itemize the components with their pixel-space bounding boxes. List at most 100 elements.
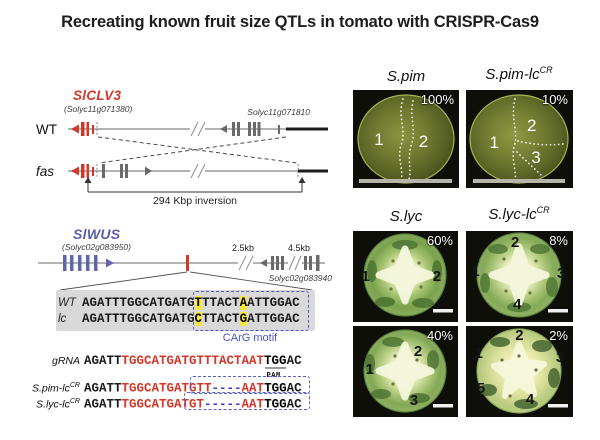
locule-cavities [367,240,442,308]
sequence-row-label: gRNA [51,355,80,367]
locule-number: 3 [556,264,566,282]
carg-motif-box [193,291,309,331]
wus-exons [63,255,114,271]
panel-header-spim-lc: S.pim-lcCR [485,65,553,83]
lyc-edit-sequence-row: S.lyc-lcCR AGATTTGGCATGATGT-----AATTGGAC [28,394,302,412]
scale-bar [433,309,453,313]
sequence-text: AGATTTGGCATGATGTTTACTAATTGGAC [82,296,300,310]
locule-cavities [479,337,560,409]
clv3-gene-label: SlCLV3 [73,88,122,103]
placenta-star [488,243,550,307]
septum-dotted-lines [398,98,415,181]
fas-track [68,163,328,179]
locule-number: 2 [515,326,524,344]
inversion-bracket [84,177,306,193]
sequence-row-label: lc [58,313,67,325]
panel-percentage: 40% [426,328,453,343]
fruit-cross-section [363,329,453,413]
clv3-exon-arrow [71,124,79,134]
sequence-text: AGATTTGGCATGATGTTTACTAATTGG PAM AC [84,354,302,380]
locule-number: 3 [531,147,541,167]
locule-number: 4 [513,295,522,313]
alignment-row-wt: WT AGATTTGGCATGATGTTTACTAATTGGAC [58,294,300,310]
fruit-photo-slyc-60: 60% 1 2 [353,231,458,322]
wus-neighbor-gene-id: Solyc02g083940 [268,273,332,283]
placenta-star [375,245,435,305]
locule-number: 4 [525,390,535,408]
locule-cavities [365,337,439,403]
pim-deletion-box [190,376,310,394]
locule-number: 1 [489,133,499,153]
sequence-row-label: S.lyc-lcCR [36,398,80,411]
wus-gene-label: SlWUS [73,226,121,242]
locule-number: 2 [413,343,423,361]
fruit-photo-slyc-40: 40% 2 1 3 [353,326,458,417]
alignment-background-box [56,290,315,331]
seeds [389,259,423,291]
panel-percentage: 100% [420,92,454,107]
placenta-star [491,341,547,399]
pam-underline [265,366,287,369]
panel-percentage: 2% [549,328,568,343]
locule-number: 2 [432,268,442,286]
scale-bar [359,179,452,183]
locule-number: 3 [409,392,419,410]
neighbor-gene-exons [220,122,280,136]
locule-number: 3 [555,348,565,366]
locule-number: 2 [510,233,520,251]
distance-label-2-5kb: 2.5kb [232,243,255,253]
sequence-text: AGATTTGGCATGATGCTTACTGATTGGAC [82,312,300,326]
scale-bar [548,309,568,313]
sequence-row-label: S.pim-lcCR [31,382,80,395]
sequence-row-label: WT [58,297,76,309]
panel-percentage: 8% [549,233,568,248]
zoom-expansion-lines [59,271,313,291]
panel-header-slyc: S.lyc [389,208,423,225]
inversion-label: 294 Kbp inversion [152,195,238,207]
wt-allele-label: WT [36,122,57,137]
locule-number: 1 [365,361,374,379]
figure-title: Recreating known fruit size QTLs in toma… [61,13,539,31]
sequence-text: AGATTTGGCATGATGT-----AATTGGAC [84,397,302,412]
grna-sequence-row: gRNA AGATTTGGCATGATGTTTACTAATTGG PAM AC [28,352,302,380]
fruit-cross-section [476,232,568,318]
locule-number: 2 [418,132,429,152]
locule-number: 1 [474,345,483,363]
crispr-target-site-tick [186,255,189,271]
panel-percentage: 60% [426,233,453,248]
fruit-cross-section [476,328,568,414]
seeds [502,257,538,295]
panel-header-slyc-lc: S.lyc-lcCR [488,205,550,223]
panel-percentage: 10% [541,92,568,107]
seeds [391,354,419,386]
locule-number: 1 [361,268,370,286]
scale-bar [548,404,568,408]
seeds [500,354,538,398]
fruit-photo-spim-lc: 10% 1 2 3 [466,90,573,188]
clv3-gene-id: (Solyc11g071380) [64,104,133,114]
placenta-star [375,341,435,401]
clv3-locus-diagram [68,121,328,193]
panel-header-spim: S.pim [386,68,426,85]
fruit-photo-spim: 100% 1 2 [353,90,459,188]
wus-neighbor-exons [260,255,320,271]
wus-locus-diagram [38,255,325,291]
septum-dotted-lines [512,98,564,182]
fruit-cross-section [469,94,569,184]
scale-bar [433,404,453,408]
wus-gene-id: (Solyc02g083950) [62,242,131,252]
scale-bar [473,179,565,183]
fruit-photo-slyc-lc-8: 8% 2 1 3 4 [466,231,573,322]
locule-number: 5 [476,379,486,397]
lyc-deletion-box [184,392,310,410]
locule-number: 1 [374,130,384,150]
clv3-neighbor-gene-id: Solyc11g071810 [247,107,310,117]
locule-number: 2 [526,116,537,136]
alignment-row-lc: lc AGATTTGGCATGATGCTTACTGATTGGAC [58,310,300,326]
fruit-photo-slyc-lc-2: 2% 2 1 3 5 4 [466,326,573,417]
fruit-cross-section [357,94,455,184]
inversion-cross-lines [97,136,298,164]
distance-label-4-5kb: 4.5kb [288,243,311,253]
wt-track [68,121,328,137]
